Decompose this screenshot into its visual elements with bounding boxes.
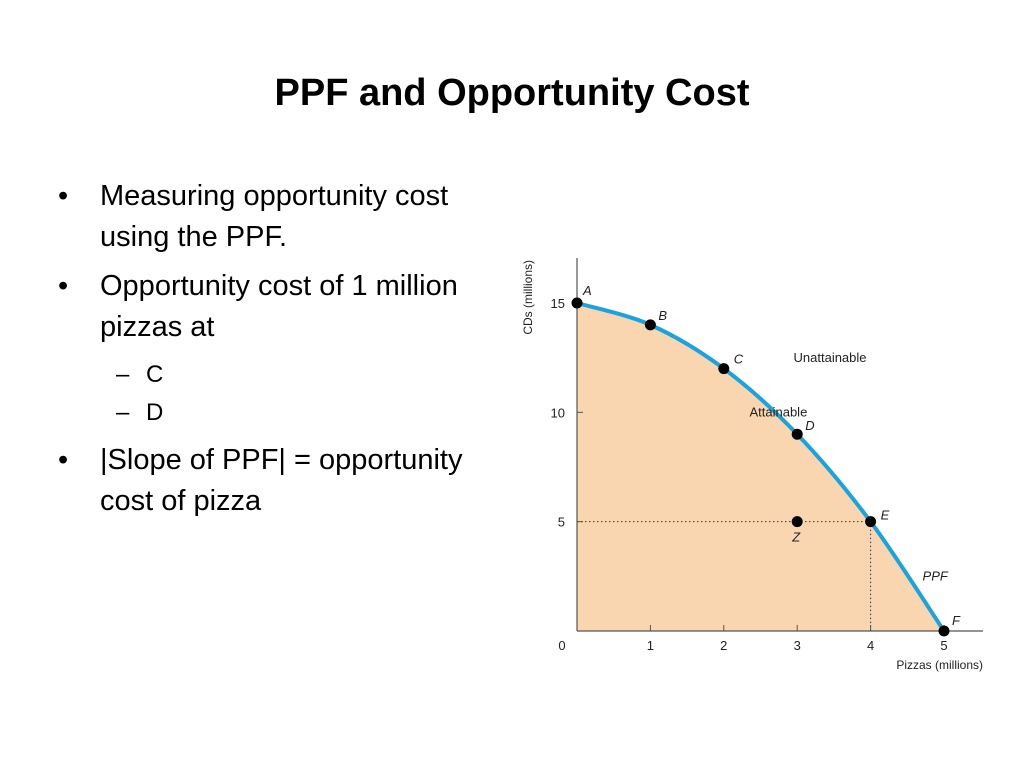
y-tick-label: 5: [558, 515, 565, 530]
sub-bullet-text: D: [146, 399, 164, 426]
sub-bullet-item: – C: [58, 356, 488, 394]
point-label: B: [658, 308, 667, 323]
bullet-text: Opportunity cost of 1 million pizzas at: [100, 270, 458, 343]
ppf-chart: 0 1 2 3 4 5 5 10 15 Pizzas (millions) CDs (million…: [521, 258, 983, 672]
point-label: Z: [791, 530, 801, 545]
bullet-item: • |Slope of PPF| = opportunity cost of p…: [58, 440, 488, 522]
bullet-item: • Opportunity cost of 1 million pizzas a…: [58, 266, 488, 348]
slide-title: PPF and Opportunity Cost: [274, 72, 750, 114]
ppf-point: [865, 516, 877, 528]
y-axis-label: CDs (millions): [521, 260, 535, 335]
x-tick-label: 2: [720, 638, 727, 653]
x-tick-label: 3: [794, 638, 801, 653]
sub-bullet-text: C: [146, 361, 164, 388]
sub-bullet-glyph: –: [116, 361, 130, 388]
ppf-label: PPF: [923, 569, 949, 584]
attainable-label: Attainable: [749, 405, 807, 420]
point-label: E: [881, 508, 890, 523]
sub-bullet-item: – D: [58, 394, 488, 432]
ppf-point: [791, 428, 803, 440]
y-tick-label: 15: [551, 296, 565, 311]
point-label: F: [952, 613, 961, 628]
bullet-glyph: •: [58, 270, 69, 302]
x-tick-label: 1: [647, 638, 654, 653]
point-label: A: [582, 283, 592, 298]
inefficient-point: [791, 516, 803, 528]
ppf-point: [571, 297, 583, 309]
x-tick-label: 4: [867, 638, 874, 653]
ppf-point: [718, 363, 730, 375]
unattainable-label: Unattainable: [794, 350, 867, 365]
bullet-glyph: •: [58, 180, 69, 212]
point-label: D: [805, 418, 814, 433]
ppf-point: [938, 625, 950, 637]
x-axis-label: Pizzas (millions): [896, 658, 983, 672]
bullet-item: • Measuring opportunity cost using the P…: [58, 176, 488, 258]
point-label: C: [734, 352, 744, 367]
y-tick-label: 10: [551, 405, 565, 420]
ppf-point: [644, 319, 656, 331]
bullet-list: • Measuring opportunity cost using the P…: [58, 176, 488, 530]
bullet-text: Measuring opportunity cost using the PPF…: [100, 180, 449, 253]
bullet-glyph: •: [58, 444, 69, 476]
x-tick-label: 0: [558, 638, 565, 653]
attainable-region: [577, 303, 944, 631]
bullet-text: |Slope of PPF| = opportunity cost of piz…: [100, 444, 463, 517]
x-tick-label: 5: [940, 638, 947, 653]
sub-bullet-glyph: –: [116, 399, 130, 426]
